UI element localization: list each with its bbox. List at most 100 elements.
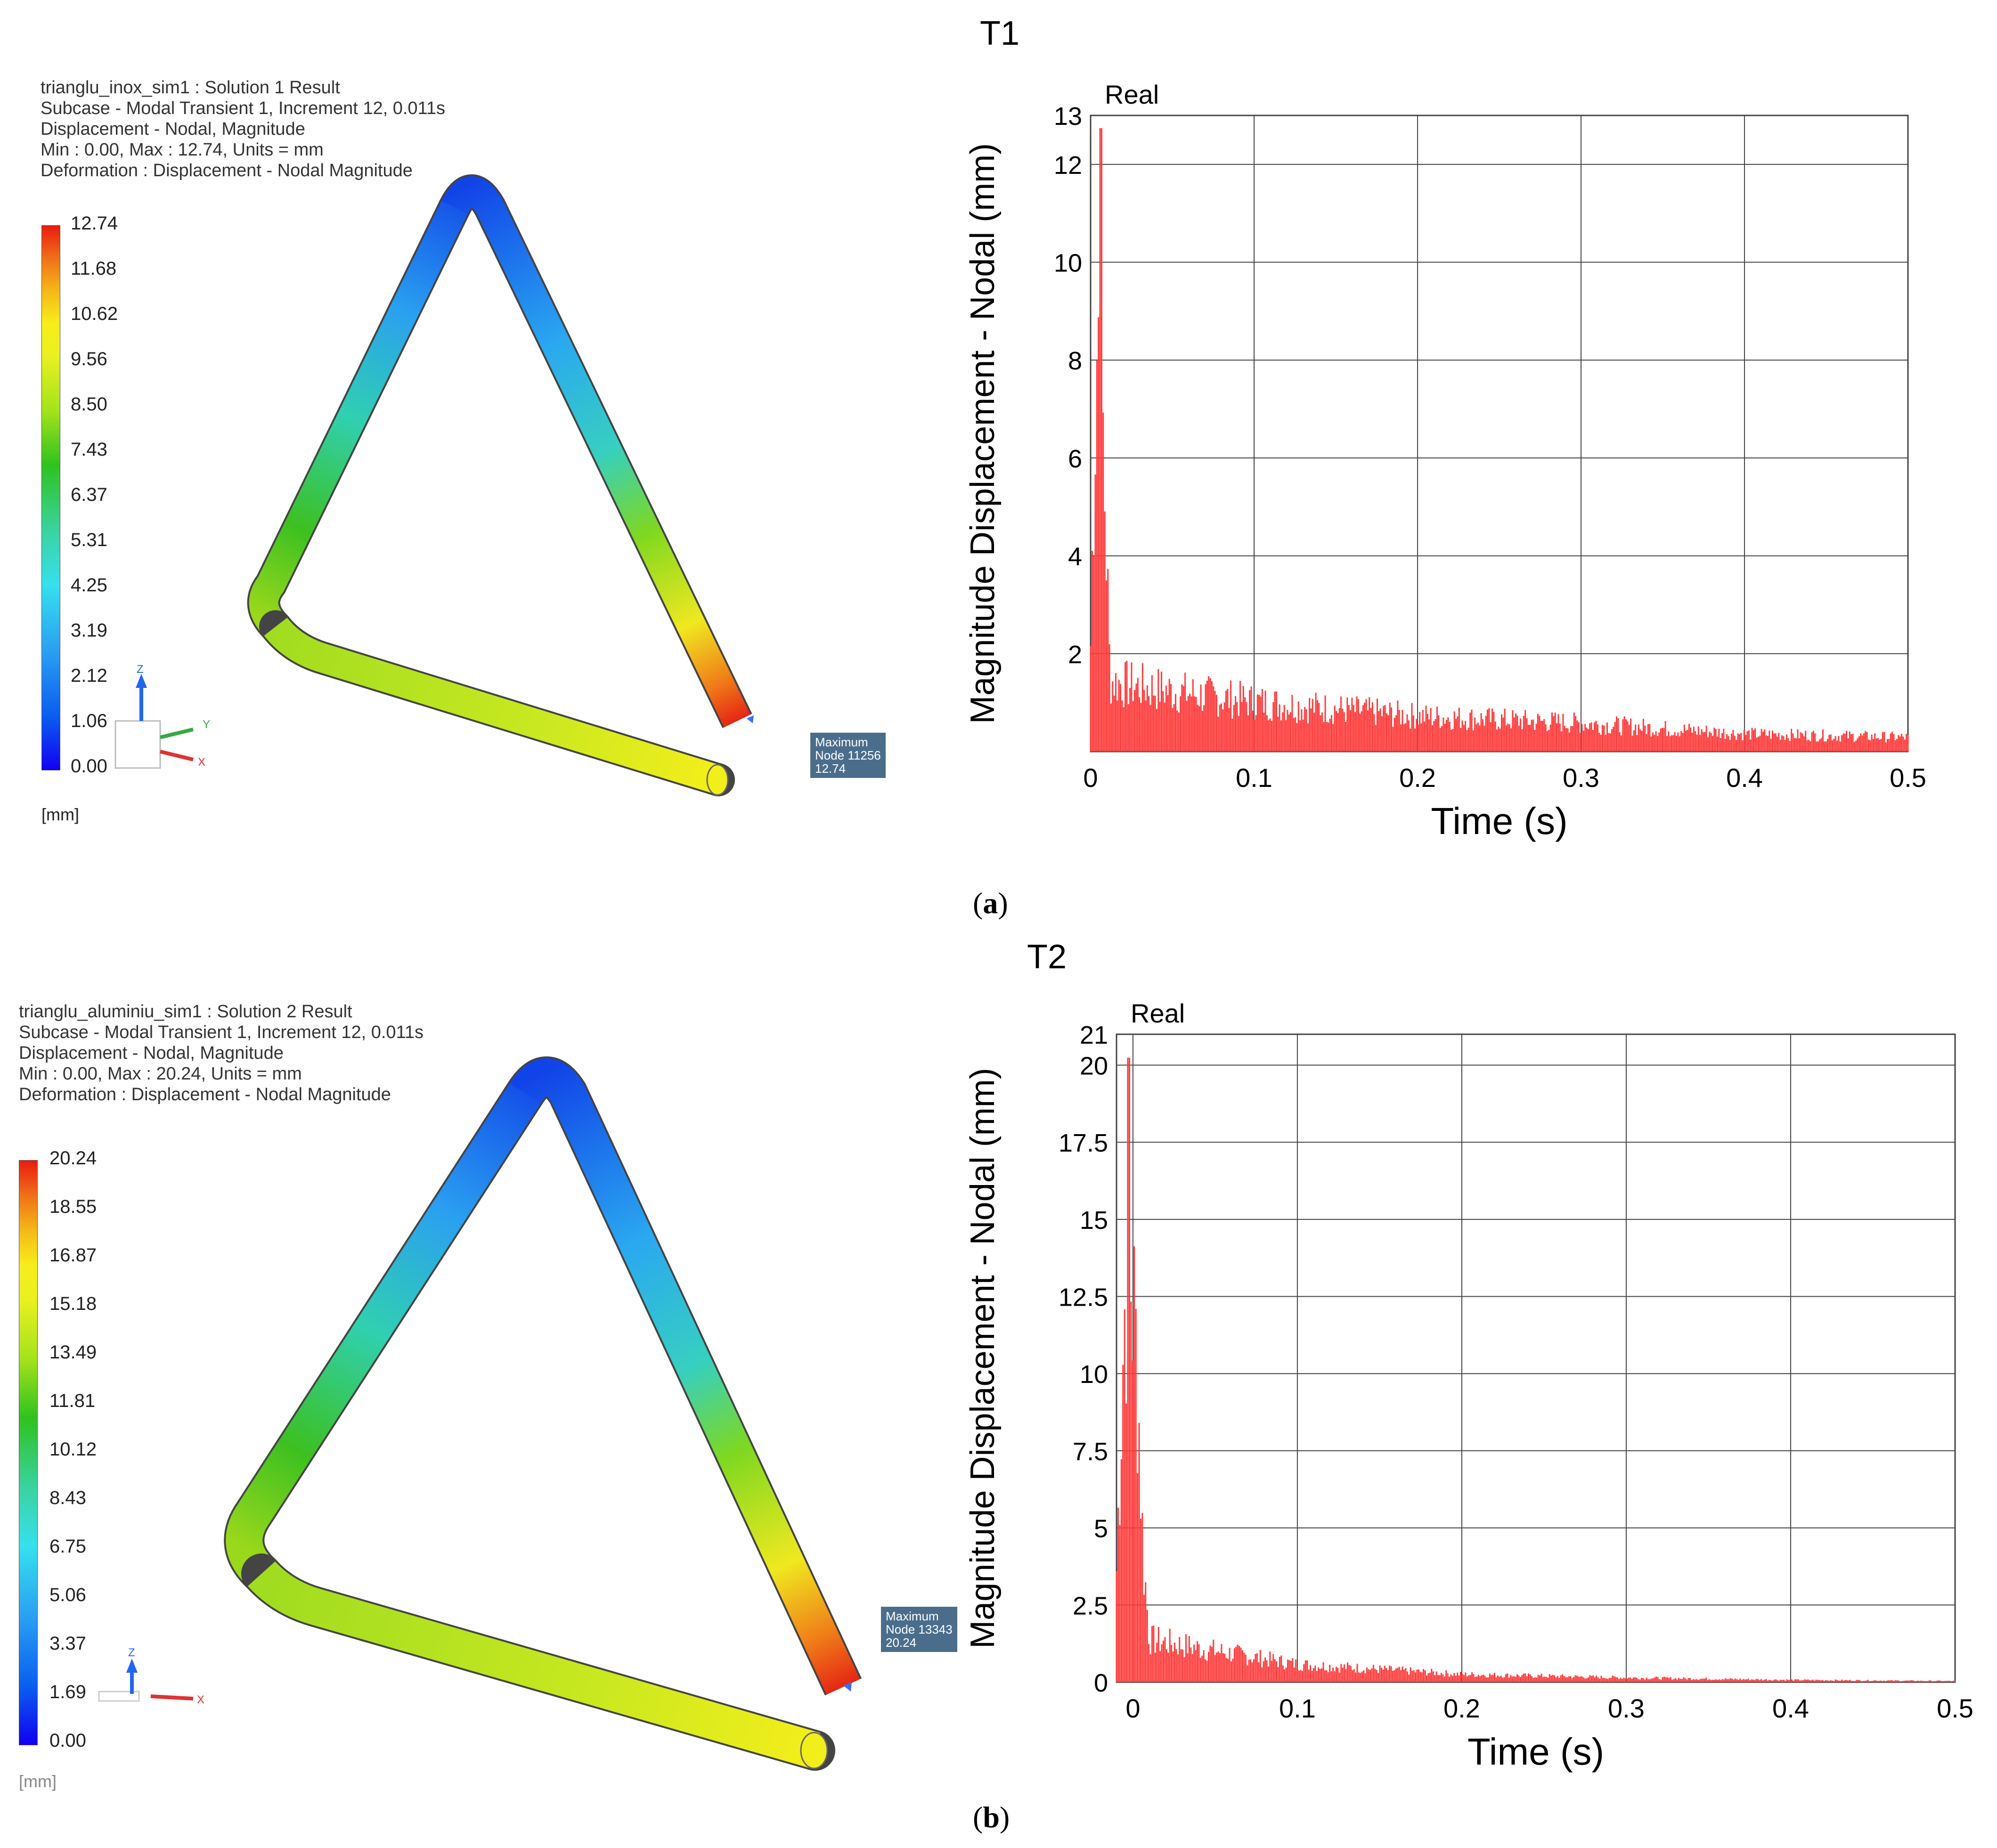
legend-unit: [mm] bbox=[41, 805, 79, 824]
x-tick-label: 0.1 bbox=[1279, 1693, 1316, 1723]
sim-header-line: Displacement - Nodal, Magnitude bbox=[19, 1043, 284, 1063]
y-tick-label: 5 bbox=[1094, 1515, 1108, 1543]
legend-value: 3.37 bbox=[49, 1633, 86, 1654]
chart-title-t2: T2 bbox=[1027, 938, 1067, 976]
pipe-model-b: Z X bbox=[98, 1056, 862, 1771]
sim-header-line: trianglu_aluminiu_sim1 : Solution 2 Resu… bbox=[19, 1002, 352, 1022]
legend-value: 7.43 bbox=[71, 439, 107, 460]
legend-value: 10.12 bbox=[49, 1439, 97, 1460]
axis-y-label: Y bbox=[203, 718, 210, 731]
chart-grid bbox=[1116, 1033, 1956, 1683]
x-tick-label: 0.2 bbox=[1399, 763, 1436, 793]
max-node-callout-a: Maximum Node 11256 12.74 bbox=[810, 733, 886, 778]
plot-frame bbox=[1090, 114, 1909, 752]
x-tick-label: 0.2 bbox=[1443, 1693, 1480, 1723]
max-value: 20.24 bbox=[886, 1635, 917, 1650]
sim-header-line: Deformation : Displacement - Nodal Magni… bbox=[19, 1085, 391, 1104]
caption-a: (a) bbox=[973, 886, 1008, 920]
y-tick-label: 10 bbox=[1080, 1360, 1108, 1389]
max-node-callout-b: Maximum Node 13343 20.24 bbox=[881, 1607, 957, 1652]
x-tick-label: 0.3 bbox=[1563, 763, 1599, 793]
max-value: 12.74 bbox=[815, 761, 846, 776]
y-tick-label: 20 bbox=[1080, 1052, 1108, 1080]
max-title: Maximum bbox=[886, 1609, 939, 1623]
y-tick-label: 12 bbox=[1054, 151, 1082, 180]
axis-z-label: Z bbox=[128, 1646, 135, 1659]
x-axis-label: Time (s) bbox=[1431, 800, 1567, 842]
y-tick-label: 8 bbox=[1068, 347, 1082, 375]
pipe-model-a: Z Y X bbox=[114, 174, 754, 796]
legend-value: 13.49 bbox=[49, 1342, 97, 1363]
chart-t1: 0 0.1 0.2 0.3 0.4 0.5 2 4 6 8 10 12 13 Real Time (s) Ma… bbox=[964, 80, 1926, 842]
max-node: Node 13343 bbox=[886, 1622, 953, 1636]
sim-header-line: Subcase - Modal Transient 1, Increment 1… bbox=[19, 1022, 424, 1042]
x-tick-label: 0.4 bbox=[1772, 1693, 1809, 1723]
legend-value: 8.50 bbox=[71, 394, 107, 415]
x-tick-label: 0.1 bbox=[1236, 763, 1272, 793]
legend-value: 5.31 bbox=[71, 530, 107, 550]
chart-grid bbox=[1090, 114, 1909, 752]
y-tick-label: 15 bbox=[1080, 1206, 1108, 1235]
legend-value: 12.74 bbox=[71, 213, 118, 234]
x-tick-label: 0.5 bbox=[1890, 763, 1926, 793]
chart-title-t1: T1 bbox=[980, 15, 1020, 52]
plot-frame bbox=[1116, 1033, 1956, 1683]
y-tick-label: 6 bbox=[1068, 445, 1082, 473]
legend-value: 3.19 bbox=[71, 620, 107, 641]
y-tick-label: 17.5 bbox=[1059, 1129, 1108, 1157]
y-tick-label: 4 bbox=[1068, 543, 1082, 571]
chart-t2: 0 0.1 0.2 0.3 0.4 0.5 0 2.5 5 7.5 10 12.5 15 17.5 20 21… bbox=[964, 998, 1973, 1773]
legend-value: 9.56 bbox=[71, 349, 107, 369]
legend-value: 20.24 bbox=[49, 1148, 97, 1169]
legend-value: 18.55 bbox=[49, 1196, 97, 1217]
y-tick-label: 21 bbox=[1080, 1021, 1108, 1049]
legend-unit: [mm] bbox=[19, 1772, 57, 1791]
legend-value: 11.68 bbox=[71, 258, 117, 279]
x-tick-label: 0 bbox=[1083, 763, 1098, 793]
legend-value: 0.00 bbox=[71, 756, 107, 777]
x-tick-label: 0 bbox=[1125, 1693, 1140, 1723]
caption-letter: b bbox=[983, 1800, 1000, 1834]
chart-labels: 0 0.1 0.2 0.3 0.4 0.5 0 2.5 5 7.5 10 12.5 15 17.5 20 21… bbox=[964, 998, 1973, 1773]
legend-value: 11.81 bbox=[49, 1390, 96, 1411]
y-tick-label: 2.5 bbox=[1073, 1592, 1108, 1620]
axis-z-label: Z bbox=[137, 663, 144, 676]
legend-value: 0.00 bbox=[49, 1730, 86, 1751]
color-legend-bar bbox=[41, 225, 60, 770]
legend-value: 1.06 bbox=[71, 711, 107, 731]
y-tick-label: 13 bbox=[1054, 102, 1082, 131]
legend-value: 10.62 bbox=[71, 303, 118, 324]
legend-value: 15.18 bbox=[49, 1293, 97, 1314]
x-axis-label: Time (s) bbox=[1467, 1731, 1604, 1773]
x-tick-label: 0.5 bbox=[1937, 1693, 1973, 1723]
max-title: Maximum bbox=[815, 735, 868, 749]
y-tick-label: 7.5 bbox=[1073, 1438, 1108, 1466]
legend-value: 6.75 bbox=[49, 1536, 86, 1557]
legend-value: 4.25 bbox=[71, 575, 107, 596]
series-label: Real bbox=[1131, 998, 1185, 1028]
caption-b: (b) bbox=[973, 1800, 1010, 1834]
caption-letter: a bbox=[983, 886, 998, 920]
y-axis-label: Magnitude Displacement - Nodal (mm) bbox=[964, 143, 1002, 724]
legend-value: 16.87 bbox=[49, 1245, 97, 1266]
sim-header-line: trianglu_inox_sim1 : Solution 1 Result bbox=[41, 78, 340, 98]
sim-header-b: trianglu_aluminiu_sim1 : Solution 2 Resu… bbox=[19, 1001, 424, 1105]
legend-value: 1.69 bbox=[49, 1682, 86, 1702]
axis-x-label: X bbox=[198, 756, 205, 769]
chart-bars bbox=[1116, 1057, 1956, 1682]
legend-value: 5.06 bbox=[49, 1585, 86, 1605]
sim-header-a: trianglu_inox_sim1 : Solution 1 Result S… bbox=[41, 77, 445, 181]
x-tick-label: 0.3 bbox=[1608, 1693, 1645, 1723]
color-legend-bar bbox=[19, 1160, 38, 1745]
chart-labels: 0 0.1 0.2 0.3 0.4 0.5 2 4 6 8 10 12 13 Real Time (s) Ma… bbox=[964, 80, 1926, 842]
axis-x-label: X bbox=[197, 1693, 204, 1706]
y-axis-label: Magnitude Displacement - Nodal (mm) bbox=[964, 1068, 1002, 1648]
y-tick-label: 0 bbox=[1094, 1669, 1108, 1697]
legend-value: 6.37 bbox=[71, 484, 107, 505]
sim-header-line: Min : 0.00, Max : 20.24, Units = mm bbox=[19, 1064, 302, 1084]
legend-value: 2.12 bbox=[71, 665, 107, 686]
y-tick-label: 2 bbox=[1068, 640, 1082, 669]
y-tick-label: 10 bbox=[1054, 249, 1082, 278]
x-tick-label: 0.4 bbox=[1726, 763, 1763, 793]
y-tick-label: 12.5 bbox=[1059, 1284, 1108, 1312]
